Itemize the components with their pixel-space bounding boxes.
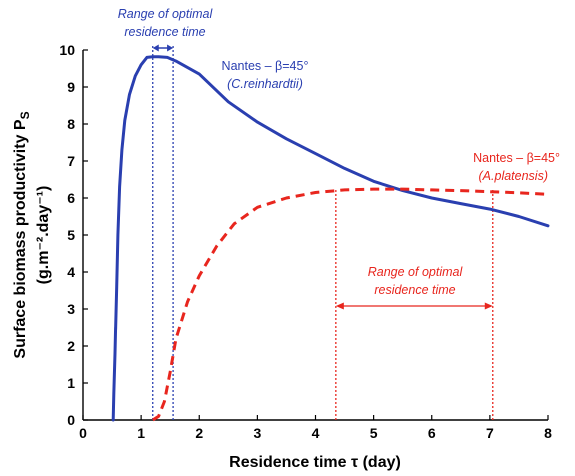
blue-range-arrowhead-right [167,44,174,52]
y-axis-units: (g.m⁻².day⁻¹) [35,186,52,285]
red-series-label-line1: Nantes – β=45° [473,151,560,165]
red-range-label-line1: Range of optimal [368,265,464,279]
y-tick-label: 5 [67,227,75,243]
x-tick-label: 8 [544,425,552,441]
x-tick-label: 7 [486,425,494,441]
y-tick-label: 8 [67,116,75,132]
y-tick-label: 2 [67,338,75,354]
red-series-label-line2: (A.platensis) [479,169,548,183]
y-tick-label: 1 [67,375,75,391]
y-axis-title: Surface biomass productivity PS [12,111,32,358]
x-tick-label: 1 [137,425,145,441]
red-range-label-line2: residence time [374,283,455,297]
x-tick-label: 6 [428,425,436,441]
y-axis-title-subscript: S [18,111,32,119]
blue-range-arrowhead-left [152,44,159,52]
x-tick-label: 2 [195,425,203,441]
series-c-reinhardtii-line [111,55,550,422]
range-markers [152,44,494,420]
y-tick-label: 7 [67,153,75,169]
y-tick-label: 10 [59,42,75,58]
y-ticks: 0 1 2 3 4 5 6 7 8 9 10 [59,42,88,428]
red-range-arrowhead-left [335,302,344,310]
series-layer [111,55,550,422]
x-tick-label: 4 [312,425,320,441]
y-tick-label: 9 [67,79,75,95]
x-tick-label: 5 [370,425,378,441]
series-a-platensis-line [151,187,549,422]
x-tick-label: 3 [253,425,261,441]
x-tick-label: 0 [79,425,87,441]
blue-series-label-line2: (C.reinhardtii) [227,77,303,91]
blue-range-label-line1: Range of optimal [118,7,214,21]
blue-series-label-line1: Nantes – β=45° [222,59,309,73]
blue-range-label-line2: residence time [124,25,205,39]
x-axis-title: Residence time τ (day) [229,454,401,471]
y-tick-label: 0 [67,412,75,428]
y-tick-label: 6 [67,190,75,206]
x-ticks: 0 1 2 3 4 5 6 7 8 [79,415,552,441]
y-tick-label: 3 [67,301,75,317]
y-tick-label: 4 [67,264,75,280]
red-range-arrowhead-right [484,302,493,310]
